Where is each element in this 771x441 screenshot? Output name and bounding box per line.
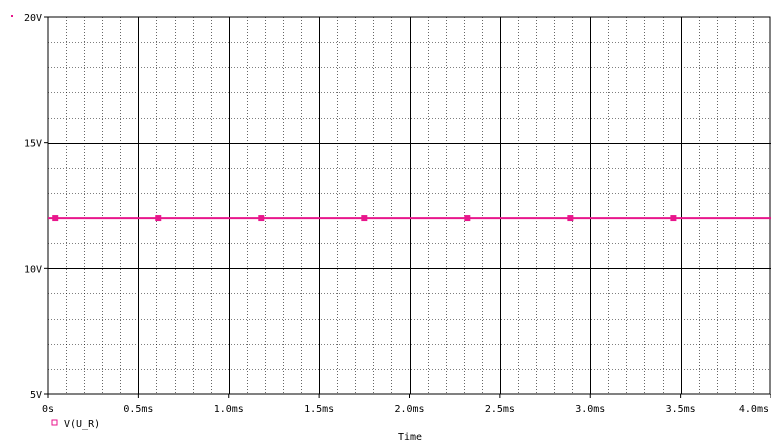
x-tick-label: 2.0ms — [394, 404, 424, 415]
x-tick-label: 0.5ms — [123, 404, 153, 415]
x-tick-label: 3.0ms — [575, 404, 605, 415]
x-tick-label: 1.0ms — [214, 404, 244, 415]
y-tick-label: 5V — [30, 390, 42, 401]
series-marker — [52, 215, 59, 222]
series-marker — [361, 215, 368, 222]
legend-marker — [51, 419, 58, 426]
series-marker — [464, 215, 471, 222]
series-layer — [48, 215, 771, 222]
x-tick-label: 1.5ms — [304, 404, 334, 415]
x-tick-label: 4.0ms — [739, 404, 769, 415]
corner-dot — [11, 15, 13, 17]
series-marker — [155, 215, 162, 222]
legend-label: V(U_R) — [64, 419, 100, 430]
y-tick-labels: 5V 10V 15V 20V — [24, 13, 48, 401]
series-marker — [567, 215, 574, 222]
x-tick-label: 2.5ms — [485, 404, 515, 415]
x-tick-label: 3.5ms — [666, 404, 696, 415]
y-tick-label: 10V — [24, 264, 42, 275]
series-marker — [258, 215, 265, 222]
legend: V(U_R) — [51, 419, 100, 430]
y-tick-label: 20V — [24, 13, 42, 24]
x-tick-labels: 0s 0.5ms 1.0ms 1.5ms 2.0ms 2.5ms 3.0ms 3.5ms 4.0… — [42, 394, 771, 415]
x-tick-label: 0s — [42, 404, 54, 415]
series-marker — [670, 215, 677, 222]
y-tick-label: 15V — [24, 139, 42, 150]
x-axis-label: Time — [398, 432, 422, 441]
